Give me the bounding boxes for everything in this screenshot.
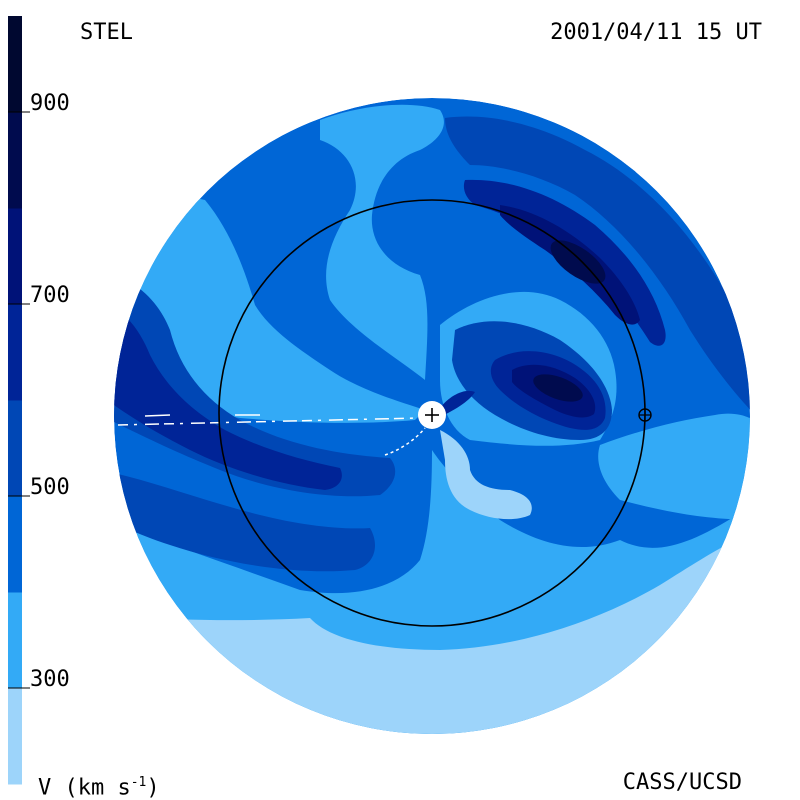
credit-label: CASS/UCSD — [622, 770, 742, 795]
timestamp-label: 2001/04/11 15 UT — [550, 20, 762, 45]
velocity-colorbar: 900 700 500 300 — [8, 16, 70, 785]
unit-main: V (km s — [38, 775, 131, 800]
region-v800-900-center-core — [533, 374, 583, 402]
region-v300-400-north — [320, 104, 444, 380]
colorbar-band-800-900 — [8, 112, 22, 209]
colorbar-tick-label-500: 500 — [30, 475, 70, 500]
colorbar-band-900-1000 — [8, 16, 22, 113]
region-v600-700-north-arc — [463, 179, 666, 346]
colorbar-band-700-800 — [8, 208, 22, 305]
velocity-disc — [114, 98, 750, 734]
colorbar-tick-label-300: 300 — [30, 667, 70, 692]
colorbar-band-400-500 — [8, 496, 22, 593]
region-v300-400-east-strip — [598, 413, 750, 520]
instrument-title: STEL — [80, 20, 133, 45]
earth-marker — [638, 408, 652, 422]
unit-superscript: -1 — [130, 775, 147, 790]
colorbar-band-200-300 — [8, 688, 22, 785]
region-v600-700-sun-wedge — [440, 390, 475, 414]
region-v500-600-north-arc — [445, 116, 750, 420]
region-v200-300-inner — [440, 430, 532, 520]
colorbar-band-300-400 — [8, 592, 22, 689]
colorbar-band-500-600 — [8, 400, 22, 497]
region-v300-400-west — [114, 180, 425, 423]
region-v500-600-southwest — [114, 470, 375, 572]
sun-marker — [418, 401, 446, 429]
colorbar-tick-label-900: 900 — [30, 91, 70, 116]
data-gap-trace — [117, 414, 426, 456]
unit-close: ) — [146, 775, 160, 800]
colorbar-tick-label-700: 700 — [30, 283, 70, 308]
velocity-unit-label: V (km s-1) — [38, 772, 160, 799]
colorbar-band-600-700 — [8, 304, 22, 401]
